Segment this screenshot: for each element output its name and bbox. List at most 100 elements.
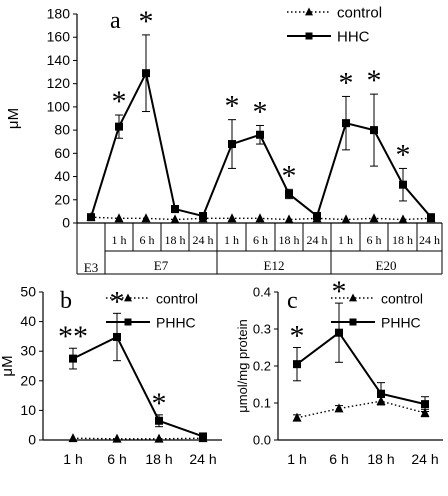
data-point-treatment [421, 400, 429, 409]
data-point-treatment [399, 180, 407, 189]
significance-marker: * [152, 387, 167, 420]
legend-marker-control [349, 293, 357, 302]
y-tick-label: 0.3 [253, 322, 271, 337]
data-point-control [68, 433, 78, 443]
x-tick-label: 1 h [224, 233, 239, 247]
y-axis-title: μmol/mg protein [235, 319, 250, 412]
x-tick-label: 6 h [107, 451, 126, 467]
y-tick-label: 120 [47, 75, 71, 91]
data-point-treatment [285, 189, 293, 198]
data-point-treatment [256, 130, 264, 139]
legend-label: HHC [337, 29, 370, 46]
data-point-treatment [370, 126, 378, 135]
y-tick-label: 100 [47, 98, 71, 114]
series-line-treatment [202, 133, 318, 217]
x-tick-label: 24 h [307, 233, 328, 247]
x-tick-label: 6 h [253, 233, 268, 247]
data-point-control [341, 214, 351, 224]
x-tick-label: 18 h [145, 451, 172, 467]
data-point-treatment [293, 360, 301, 369]
y-tick-label: 80 [54, 122, 70, 138]
data-point-control [114, 213, 124, 223]
chart-c: 0.0 0.1 0.2 0.3 0.4 μmol/mg protein 1 h 6 h 18 h… [235, 275, 443, 467]
series-line-control [72, 437, 204, 440]
y-tick-label: 0 [62, 215, 70, 231]
y-tick-label: 60 [54, 145, 70, 161]
x-tick-label: 1 h [112, 233, 127, 247]
data-point-treatment [142, 69, 150, 78]
data-point-treatment [199, 432, 207, 441]
y-tick-label: 0.4 [253, 285, 271, 300]
x-tick-label: 24 h [189, 451, 216, 467]
data-point-treatment [87, 213, 95, 222]
data-point-treatment [335, 328, 343, 337]
group-label: E3 [84, 260, 98, 275]
series-line-treatment [90, 70, 204, 218]
data-point-treatment [228, 140, 236, 149]
significance-marker: * [367, 64, 382, 97]
y-tick-label: 0.1 [253, 396, 271, 411]
data-point-treatment [377, 389, 385, 398]
x-tick-label: 18 h [367, 451, 394, 467]
x-tick-label: 6 h [140, 233, 155, 247]
significance-marker: * [225, 90, 240, 123]
y-tick-label: 10 [20, 402, 36, 418]
data-point-treatment [427, 213, 435, 222]
series-line-treatment [296, 331, 426, 406]
y-tick-label: 0.0 [253, 433, 271, 448]
data-point-treatment [155, 416, 163, 425]
significance-marker: * [253, 95, 268, 128]
x-tick-label: 18 h [165, 233, 186, 247]
significance-marker: * [139, 5, 154, 38]
x-tick-label: 6 h [367, 233, 382, 247]
significance-marker: * [112, 85, 127, 118]
data-point-control [334, 403, 344, 413]
x-tick-label: 24 h [193, 233, 214, 247]
x-tick-label: 1 h [63, 451, 82, 467]
data-point-control [284, 214, 294, 224]
legend-marker-control [124, 293, 132, 302]
y-tick-label: 40 [20, 313, 36, 329]
x-tick-label: 6 h [329, 451, 348, 467]
data-point-treatment [342, 119, 350, 128]
significance-marker: * [339, 66, 354, 99]
x-tick-label: 24 h [411, 451, 438, 467]
x-tick-label: 24 h [419, 233, 440, 247]
data-point-control [227, 213, 237, 223]
y-tick-label: 20 [20, 372, 36, 388]
data-point-control [255, 213, 265, 223]
data-point-treatment [199, 212, 207, 221]
data-point-treatment [69, 354, 77, 363]
data-point-treatment [115, 122, 123, 131]
legend-marker-treatment [349, 318, 357, 326]
y-axis-title: μM [5, 108, 22, 129]
data-point-control [292, 412, 302, 422]
legend-marker-control [305, 7, 313, 16]
significance-marker: * [290, 320, 305, 353]
legend-label: PHHC [381, 315, 421, 331]
data-point-control [154, 433, 164, 443]
y-tick-label: 20 [54, 191, 70, 207]
legend-label: control [337, 5, 382, 22]
y-tick-label: 160 [47, 29, 71, 45]
data-point-control [369, 213, 379, 223]
panel-c-letter: c [287, 288, 298, 314]
data-point-control [398, 214, 408, 224]
data-point-control [170, 214, 180, 224]
y-tick-label: 30 [20, 343, 36, 359]
y-tick-label: 0 [28, 432, 36, 448]
significance-marker: * [332, 275, 347, 308]
legend-label: PHHC [156, 315, 196, 331]
series-line-control [90, 216, 204, 221]
group-label: E20 [376, 258, 397, 273]
group-label: E12 [264, 258, 285, 273]
legend-marker-treatment [305, 32, 313, 40]
x-tick-label: 1 h [287, 451, 306, 467]
data-point-control [112, 433, 122, 443]
significance-marker: * [396, 138, 411, 171]
panel-a-letter: a [110, 8, 121, 34]
y-axis-title: μM [0, 355, 16, 376]
significance-marker: * [110, 285, 125, 318]
